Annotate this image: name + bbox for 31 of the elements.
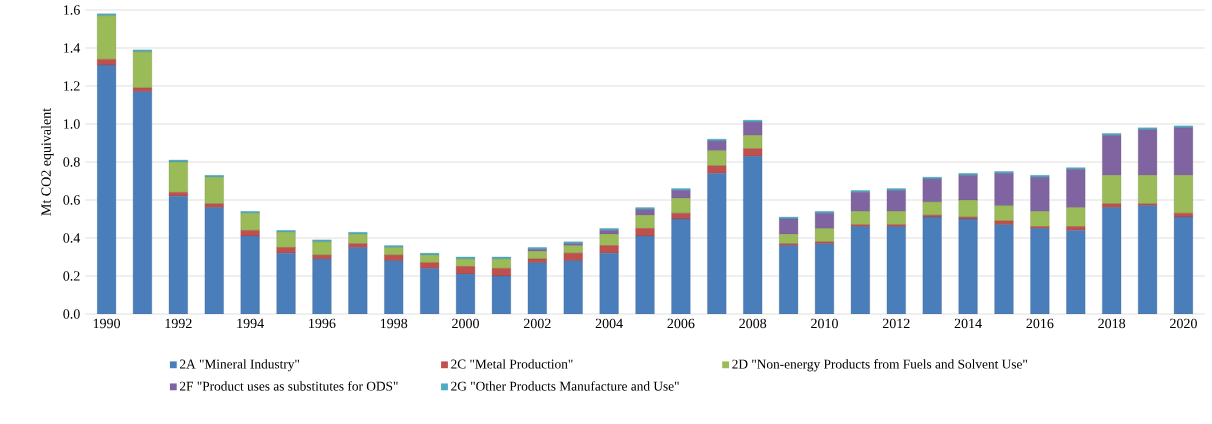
x-tick-label: 2000 — [452, 318, 479, 329]
x-tick-label: 1990 — [93, 318, 121, 329]
y-tick-label: 0.0 — [63, 309, 80, 319]
x-tick-label: 2002 — [523, 318, 551, 329]
x-tick-label: 2008 — [739, 318, 767, 329]
x-tick-label: 2014 — [954, 318, 982, 329]
x-tick-label: 2012 — [882, 318, 910, 329]
y-tick-label: 1.4 — [64, 43, 81, 53]
legend-label: 2G "Other Products Manufacture and Use" — [451, 381, 679, 391]
y-tick-label: 0.6 — [63, 195, 80, 205]
legend-label: 2A "Mineral Industry" — [179, 359, 300, 372]
y-tick-label: 1.0 — [64, 119, 80, 129]
legend-label: 2D "Non-energy Products from Fuels and Solvent Use" — [732, 359, 1028, 372]
y-tick-label: 0.4 — [63, 233, 81, 243]
x-tick-label: 2020 — [1170, 318, 1197, 329]
x-tick-label: 1994 — [237, 318, 264, 329]
legend-label: 2C "Metal Production" — [451, 359, 573, 369]
y-tick-label: 1.6 — [64, 5, 80, 15]
x-tick-label: 2018 — [1098, 318, 1126, 329]
x-tick-label: 1998 — [380, 318, 408, 329]
x-tick-label: 1996 — [309, 318, 336, 329]
y-tick-label: 0.2 — [63, 271, 80, 281]
y-tick-label: 0.8 — [63, 157, 80, 167]
y-axis-title: Mt CO2 equivalent — [40, 108, 54, 216]
x-tick-label: 1992 — [165, 318, 192, 329]
x-tick-label: 2004 — [595, 318, 623, 329]
y-tick-label: 1.2 — [64, 81, 80, 91]
legend-label: 2F "Product uses as substitutes for ODS" — [179, 381, 398, 391]
x-tick-label: 2006 — [667, 318, 695, 329]
x-tick-label: 2010 — [811, 318, 838, 329]
x-tick-label: 2016 — [1026, 318, 1054, 329]
